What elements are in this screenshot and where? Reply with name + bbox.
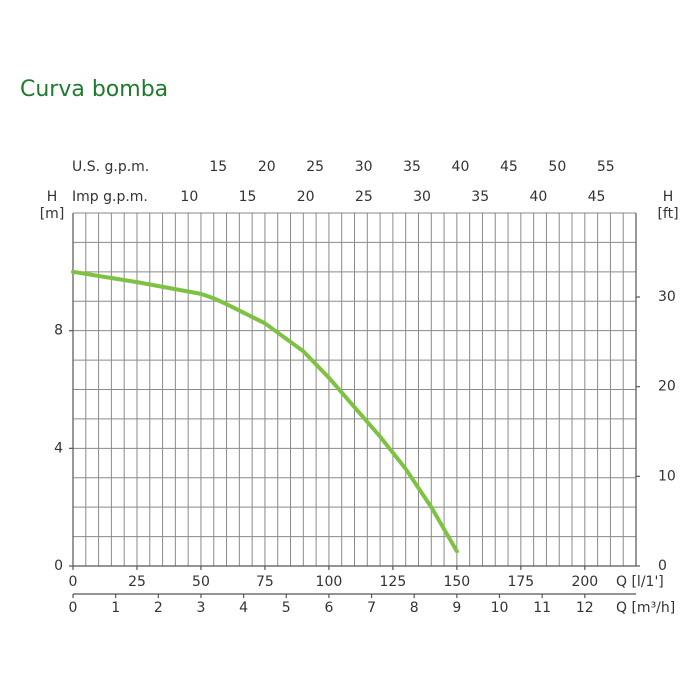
x-axis-label: Q [l/1'] <box>616 574 664 590</box>
x4-tick-label: 10 <box>180 189 198 205</box>
x2-tick-label: 9 <box>452 600 461 616</box>
x-tick-label: 175 <box>507 574 534 590</box>
x-tick-label: 0 <box>69 574 78 590</box>
y2-axis-unit: [ft] <box>657 206 678 222</box>
y2-tick-label: 20 <box>658 379 676 395</box>
y2-axis-label: H <box>663 189 674 205</box>
y-axis-unit: [m] <box>40 206 65 222</box>
y-axis-label: H <box>47 189 58 205</box>
x-tick-label: 50 <box>192 574 210 590</box>
x4-tick-label: 25 <box>355 189 373 205</box>
x2-tick-label: 4 <box>239 600 248 616</box>
x3-tick-label: 50 <box>548 159 566 175</box>
x3-tick-label: 55 <box>597 159 615 175</box>
x3-tick-label: 35 <box>403 159 421 175</box>
x2-tick-label: 2 <box>154 600 163 616</box>
x4-tick-label: 35 <box>471 189 489 205</box>
x2-axis-label: Q [m³/h] <box>616 600 675 616</box>
x2-tick-label: 1 <box>111 600 120 616</box>
x4-tick-label: 20 <box>297 189 315 205</box>
x4-tick-label: 15 <box>239 189 257 205</box>
x3-tick-label: 40 <box>452 159 470 175</box>
y-tick-label: 0 <box>54 558 63 574</box>
x2-tick-label: 0 <box>69 600 78 616</box>
x2-tick-label: 6 <box>324 600 333 616</box>
x2-tick-label: 5 <box>282 600 291 616</box>
x-tick-label: 75 <box>256 574 274 590</box>
y2-tick-label: 0 <box>658 558 667 574</box>
x-tick-label: 25 <box>128 574 146 590</box>
x2-tick-label: 7 <box>367 600 376 616</box>
x2-tick-label: 12 <box>576 600 594 616</box>
x3-tick-label: 45 <box>500 159 518 175</box>
x-tick-label: 200 <box>571 574 598 590</box>
x3-tick-label: 15 <box>209 159 227 175</box>
y-tick-label: 4 <box>54 440 63 456</box>
y2-tick-label: 10 <box>658 468 676 484</box>
x2-tick-label: 11 <box>533 600 551 616</box>
x3-tick-label: 25 <box>306 159 324 175</box>
x4-tick-label: 40 <box>529 189 547 205</box>
x-tick-label: 125 <box>380 574 407 590</box>
x4-tick-label: 45 <box>588 189 606 205</box>
x-tick-label: 150 <box>443 574 470 590</box>
y-tick-label: 8 <box>54 323 63 339</box>
x2-tick-label: 10 <box>491 600 509 616</box>
x3-tick-label: 20 <box>258 159 276 175</box>
x-tick-label: 100 <box>316 574 343 590</box>
pump-curve <box>71 269 459 554</box>
chart-title: Curva bomba <box>20 77 168 102</box>
x3-axis-label: U.S. g.p.m. <box>72 159 149 175</box>
x4-axis-label: Imp g.p.m. <box>72 189 148 205</box>
y2-tick-label: 30 <box>658 289 676 305</box>
x4-tick-label: 30 <box>413 189 431 205</box>
x3-tick-label: 30 <box>355 159 373 175</box>
x2-tick-label: 3 <box>196 600 205 616</box>
x2-tick-label: 8 <box>410 600 419 616</box>
